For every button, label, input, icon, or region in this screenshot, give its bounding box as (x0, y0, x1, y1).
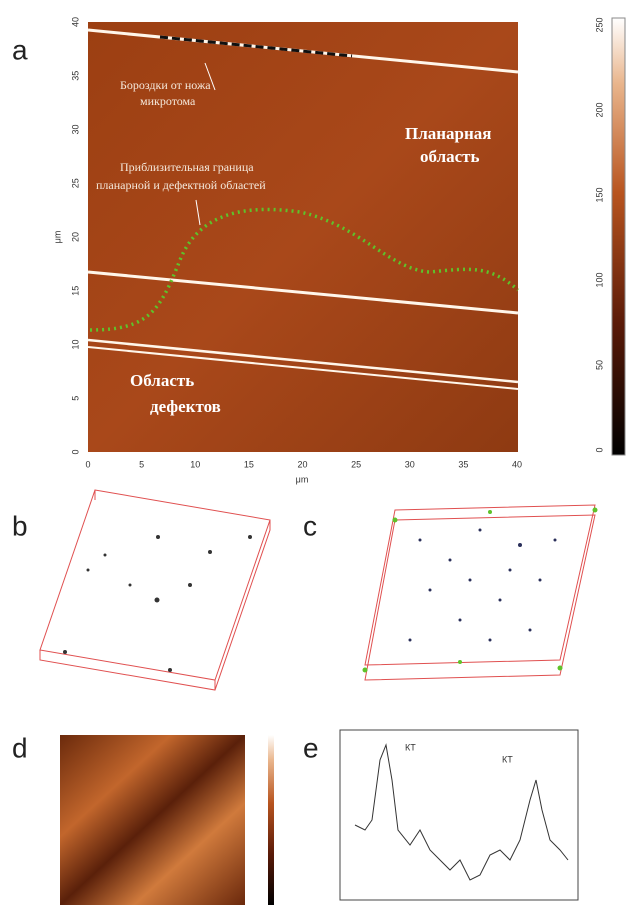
defect-points (409, 529, 557, 642)
annotation: планарной и дефектной областей (96, 178, 266, 192)
colorbar (268, 735, 274, 905)
y-tick-label: 30 (70, 124, 80, 134)
colorbar-tick-label: 150 (594, 187, 604, 202)
annotation: Приблизительная граница (120, 160, 254, 174)
colorbar-tick-label: 250 (594, 17, 604, 32)
peak-label: КТ (405, 742, 416, 752)
x-tick-label: 25 (351, 459, 361, 469)
region-label: Планарная (405, 124, 492, 143)
y-tick-label: 35 (70, 71, 80, 81)
profile-box (340, 730, 578, 900)
region-label: область (420, 147, 480, 166)
colorbar-tick-label: 100 (594, 272, 604, 287)
region-label: Область (130, 371, 194, 390)
region-label: дефектов (150, 397, 221, 416)
y-tick-label: 15 (70, 286, 80, 296)
colorbar (612, 18, 625, 455)
panel-label: c (303, 510, 317, 541)
defect-points (63, 535, 252, 672)
annotation: микротома (140, 94, 196, 108)
y-axis-label: μm (52, 231, 62, 244)
x-tick-label: 10 (190, 459, 200, 469)
panel-label: e (303, 732, 319, 763)
x-tick-label: 35 (458, 459, 468, 469)
x-tick-label: 5 (139, 459, 144, 469)
panel-label: b (12, 510, 28, 541)
y-tick-label: 0 (70, 449, 80, 454)
x-tick-label: 30 (405, 459, 415, 469)
panel-label: a (12, 34, 28, 65)
x-tick-label: 0 (85, 459, 90, 469)
x-axis-label: μm (296, 474, 309, 484)
x-tick-label: 15 (244, 459, 254, 469)
peak-label: КТ (502, 754, 513, 764)
y-tick-label: 20 (70, 232, 80, 242)
afm-zoom (60, 735, 245, 905)
y-tick-label: 25 (70, 178, 80, 188)
3d-box (40, 490, 270, 690)
y-tick-label: 5 (70, 396, 80, 401)
colorbar-tick-label: 200 (594, 102, 604, 117)
annotation: Бороздки от ножа (120, 78, 211, 92)
y-tick-label: 40 (70, 17, 80, 27)
colorbar-tick-label: 0 (594, 447, 604, 452)
x-tick-label: 20 (297, 459, 307, 469)
figure: a b c d e Бороздки от ножа микротома При… (0, 0, 630, 913)
colorbar-tick-label: 50 (594, 360, 604, 370)
panel-label: d (12, 732, 28, 763)
x-tick-label: 40 (512, 459, 522, 469)
edge-points (363, 508, 598, 673)
y-tick-label: 10 (70, 339, 80, 349)
